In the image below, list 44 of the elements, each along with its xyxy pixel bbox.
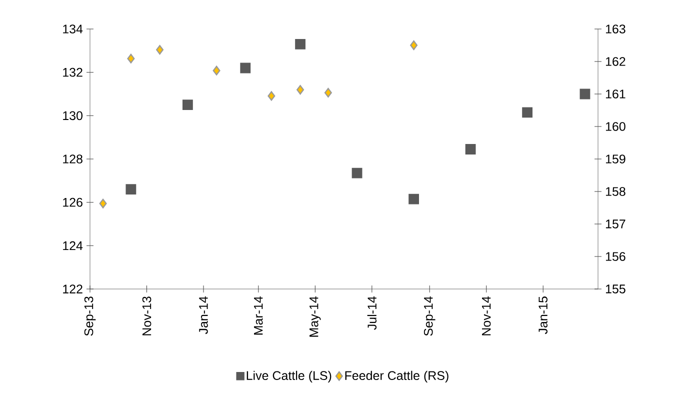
x-tick-label: Mar-14 [254,296,263,335]
y2-tick-label: 162 [606,57,626,66]
y-tick-label: 128 [63,154,82,164]
legend-label: Live Cattle (LS) [246,370,332,382]
y-tick-label: 132 [63,68,82,77]
point [324,88,332,98]
y2-tick-label: 161 [606,90,626,98]
x-tick-label: Nov-13 [142,296,152,336]
x-tick-label: Jan-15 [538,296,548,334]
x-tick-label: Nov-14 [482,296,491,336]
y-tick-label: 134 [63,24,83,34]
point [465,144,476,154]
y2-tick-label: 157 [606,220,626,228]
y2-tick-label: 163 [606,24,626,34]
y-tick-label: 122 [63,284,82,294]
point [156,44,164,55]
x-tick-label: Jan-14 [199,296,208,334]
y2-tick-label: 155 [606,284,626,294]
x-tick-label: May-14 [310,296,321,337]
point [295,38,306,50]
y2-tick-label: 156 [606,252,626,261]
legend-label: Feeder Cattle (RS) [345,370,448,382]
y2-tick-label: 160 [606,122,626,131]
x-tick-label: Sep-14 [424,296,436,336]
point [126,184,136,195]
y-tick-label: 126 [63,198,82,207]
point [182,100,193,110]
y-tick-label: 130 [63,111,82,120]
point [212,66,220,76]
y-tick-label: 124 [63,241,83,250]
point [522,107,532,118]
point [240,62,251,74]
point [408,194,419,204]
point [268,91,276,101]
point [296,84,304,95]
point [99,198,107,208]
point [352,168,362,178]
point [127,54,135,64]
y2-tick-label: 159 [606,154,626,164]
x-tick-label: Sep-13 [84,296,96,336]
point [580,88,590,100]
x-tick-label: Jul-14 [367,296,377,330]
point [410,40,418,50]
y2-tick-label: 158 [606,187,626,196]
